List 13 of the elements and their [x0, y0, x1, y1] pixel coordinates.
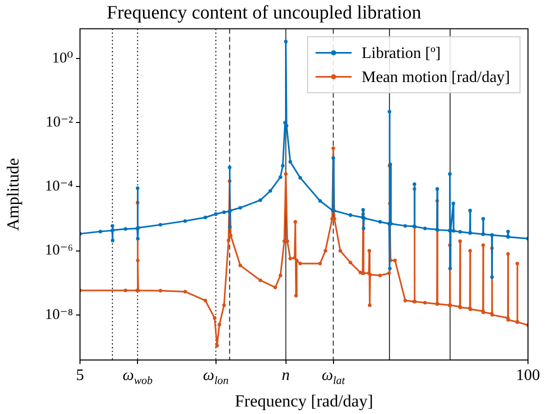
- y-tick-label: 10⁻⁸: [44, 306, 73, 323]
- x-axis-title: Frequency [rad/day]: [234, 391, 374, 410]
- x-tick-label: 5: [76, 367, 84, 384]
- y-tick-label: 10⁰: [52, 50, 73, 67]
- y-tick-label: 10⁻⁴: [44, 178, 73, 195]
- y-tick-label: 10⁻²: [46, 114, 74, 131]
- chart-title: Frequency content of uncoupled libration: [106, 2, 422, 24]
- x-tick-label: n: [282, 367, 290, 384]
- x-tick-label: 100: [516, 367, 540, 384]
- legend-label: Mean motion [rad/day]: [362, 69, 510, 86]
- y-tick-label: 10⁻⁶: [44, 242, 73, 259]
- y-axis-title: Amplitude: [4, 158, 23, 231]
- legend-label: Libration [º]: [362, 45, 441, 62]
